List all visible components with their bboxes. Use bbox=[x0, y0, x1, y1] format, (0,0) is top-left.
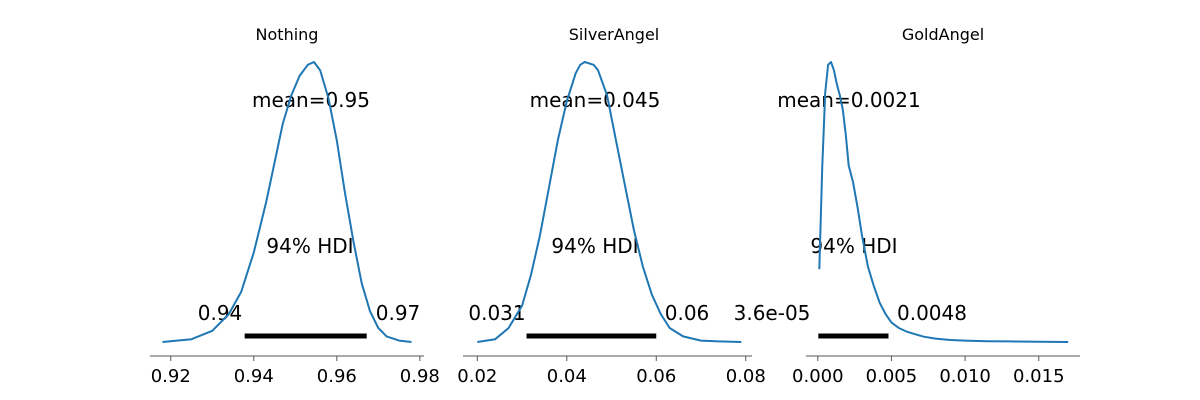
hdi-low-label: 0.94 bbox=[198, 301, 243, 325]
hdi-high-label: 0.0048 bbox=[897, 301, 967, 325]
x-tick-label: 0.005 bbox=[866, 366, 918, 387]
density-curve bbox=[162, 61, 412, 343]
hdi-high-label: 0.06 bbox=[665, 301, 710, 325]
x-tick-label: 0.06 bbox=[636, 366, 676, 387]
x-tick-label: 0.98 bbox=[400, 366, 440, 387]
x-tick-label: 0.04 bbox=[547, 366, 587, 387]
hdi-label: 94% HDI bbox=[810, 234, 897, 258]
hdi-label: 94% HDI bbox=[551, 234, 638, 258]
x-tick-label: 0.94 bbox=[234, 366, 274, 387]
x-tick-label: 0.02 bbox=[457, 366, 497, 387]
panel-nothing: Nothing mean=0.95 94% HDI 0.94 0.97 0.92… bbox=[150, 25, 440, 387]
panel-goldangel: GoldAngel mean=0.0021 94% HDI 3.6e-05 0.… bbox=[734, 25, 1080, 387]
x-tick-label: 0.92 bbox=[151, 366, 191, 387]
mean-label: mean=0.95 bbox=[252, 88, 370, 112]
panel-silverangel: SilverAngel mean=0.045 94% HDI 0.031 0.0… bbox=[457, 25, 765, 387]
x-tick-label: 0.96 bbox=[317, 366, 357, 387]
hdi-low-label: 0.031 bbox=[468, 301, 525, 325]
x-tick-label: 0.015 bbox=[1013, 366, 1065, 387]
panel-title: SilverAngel bbox=[569, 25, 659, 44]
panel-title: Nothing bbox=[256, 25, 319, 44]
x-tick-label: 0.08 bbox=[726, 366, 766, 387]
hdi-low-label: 3.6e-05 bbox=[734, 301, 811, 325]
hdi-label: 94% HDI bbox=[266, 234, 353, 258]
density-curve bbox=[477, 61, 742, 343]
hdi-high-label: 0.97 bbox=[376, 301, 421, 325]
mean-label: mean=0.045 bbox=[530, 88, 661, 112]
x-tick-label: 0.000 bbox=[792, 366, 844, 387]
density-curve bbox=[818, 61, 1069, 343]
panel-title: GoldAngel bbox=[902, 25, 984, 44]
mean-label: mean=0.0021 bbox=[777, 88, 920, 112]
x-tick-label: 0.010 bbox=[939, 366, 991, 387]
